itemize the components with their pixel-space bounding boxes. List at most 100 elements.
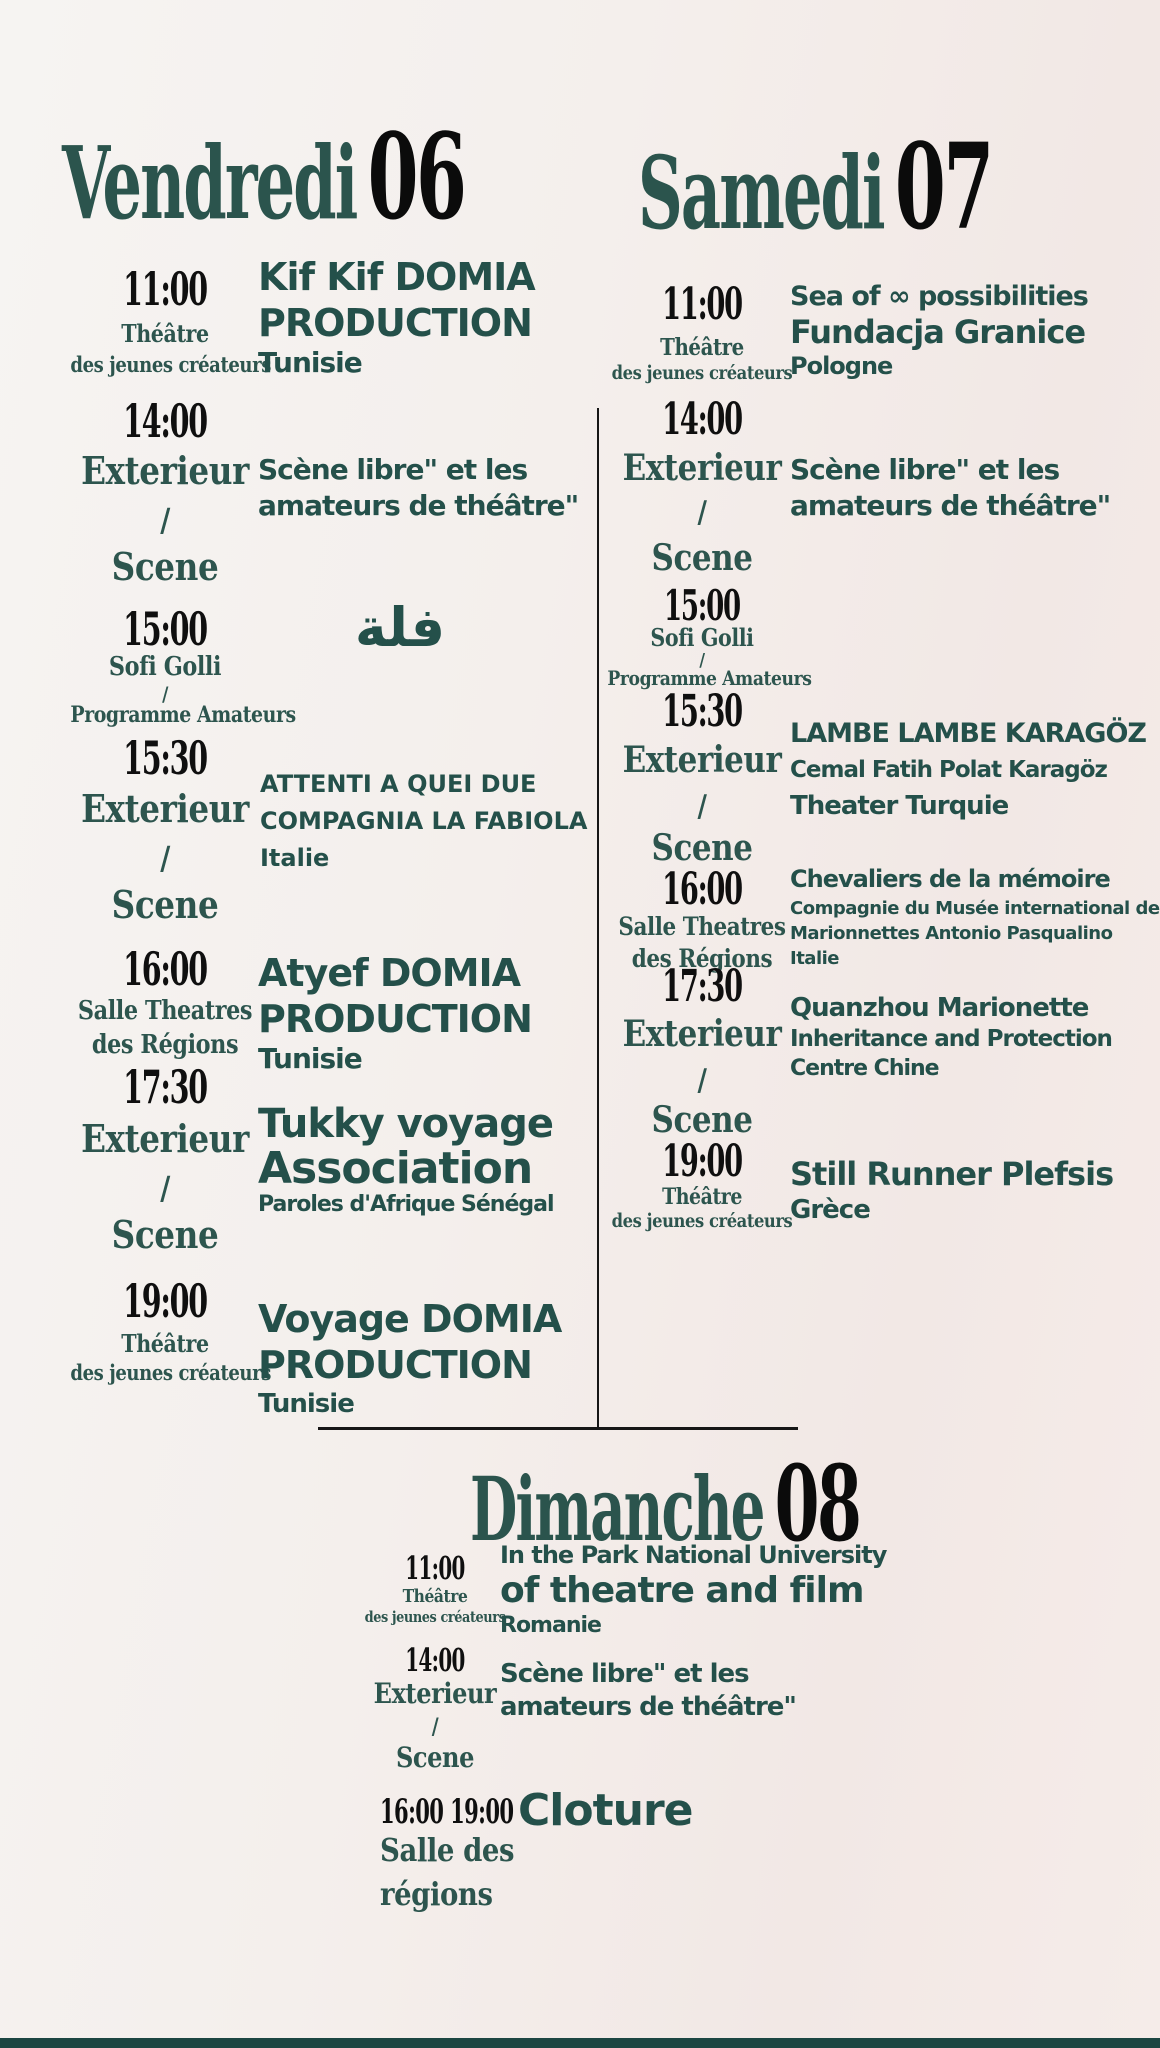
venue-line: Scene (111, 544, 219, 589)
venue-line: des jeunes créateurs (611, 362, 793, 384)
show-block: Scène libre" et les amateurs de théâtre" (790, 452, 1111, 524)
sunday-day-title-row: Dimanche 08 (470, 1442, 862, 1565)
venue-line: Exterieur (622, 739, 782, 781)
show-block: Tukky voyage Association Paroles d'Afriq… (258, 1101, 555, 1218)
show-country: Romanie (500, 1613, 602, 1638)
show-title-line: Cemal Fatih Polat Karagöz (790, 757, 1108, 783)
show-block: In the Park National University of theat… (500, 1540, 887, 1640)
day-number: 07 (894, 117, 994, 256)
show-title-line: Chevaliers de la mémoire (790, 865, 1111, 893)
venue-line: Exterieur (81, 1116, 249, 1161)
venue-slash: / (431, 1714, 439, 1740)
time-label: 17:30 (662, 961, 743, 1012)
show-title-line: amateurs de théâtre" (500, 1692, 797, 1722)
day-number: 08 (774, 1442, 862, 1565)
venue-line: Salle Theatres (77, 996, 253, 1026)
show-title-line: amateurs de théâtre" (258, 489, 579, 522)
show-block: Scène libre" et les amateurs de théâtre" (258, 452, 579, 524)
show-title-line: Atyef DOMIA (258, 951, 521, 995)
day-name: Dimanche (470, 1457, 765, 1561)
time-label: 15:30 (662, 686, 743, 737)
day-number: 06 (367, 107, 467, 246)
show-country: Pologne (790, 352, 893, 380)
venue-slash: / (697, 1063, 707, 1098)
show-title-line: Theater Turquie (790, 791, 1009, 821)
show-country: Tunisie (258, 1389, 355, 1419)
show-block: ATTENTI A QUEI DUE COMPAGNIA LA FABIOLA … (260, 766, 587, 877)
show-block: Sea of ∞ possibilities Fundacja Granice … (790, 280, 1089, 381)
show-title-line: Voyage DOMIA (258, 1297, 562, 1341)
show-title-line: فلة (354, 596, 446, 659)
venue-line: Théâtre (662, 1184, 742, 1210)
venue-line: Théâtre (121, 1329, 209, 1358)
friday-day-title: Vendredi 06 (62, 118, 711, 236)
time-label: 11:00 (123, 262, 208, 316)
show-title-line: Scène libre" et les (500, 1659, 750, 1689)
show-title-line: Kif Kif DOMIA (258, 255, 536, 299)
venue-line: Théâtre (660, 334, 744, 361)
show-title-line: Scène libre" et les (258, 453, 528, 486)
section-divider-horizontal (318, 1427, 798, 1430)
show-company-line: Marionnettes Antonio Pasqualino (790, 923, 1113, 944)
time-label: 14:00 (662, 394, 743, 445)
time-label: 16:00 (662, 864, 743, 915)
venue-line: des jeunes créateurs (364, 1608, 506, 1626)
show-title-line: ATTENTI A QUEI DUE (260, 770, 537, 798)
venue-line: Exterieur (81, 448, 249, 493)
show-title-line: of theatre and film (500, 1570, 864, 1611)
show-block: LAMBE LAMBE KARAGÖZ Cemal Fatih Polat Ka… (790, 716, 1147, 824)
column-divider-vertical (597, 408, 599, 1430)
time-label: 16:00 19:00 (380, 1792, 514, 1832)
show-title-line: Still Runner Plefsis (790, 1155, 1114, 1193)
venue-slash: / (697, 789, 707, 824)
venue-line: Scene (651, 537, 753, 579)
show-title-line: Fundacja Granice (790, 313, 1086, 351)
time-label: 15:30 (123, 731, 208, 785)
venue-line: Scene (651, 1099, 753, 1141)
show-title-line: Association (258, 1143, 533, 1194)
show-block: Voyage DOMIA PRODUCTION Tunisie (258, 1296, 562, 1420)
time-label: 11:00 (662, 279, 743, 330)
venue-line: Sofi Golli (650, 623, 754, 652)
show-title-line: Quanzhou Marionette (790, 993, 1089, 1023)
show-title-line: Tukky voyage (258, 1101, 554, 1147)
friday-day-title-row: Vendredi 06 (62, 107, 467, 246)
time-label: 17:30 (123, 1060, 208, 1114)
show-country: Italie (790, 948, 839, 969)
venue-line: des jeunes créateurs (70, 352, 271, 377)
venue-line: Exterieur (373, 1677, 497, 1710)
show-title-line: Scène libre" et les (790, 453, 1060, 486)
time-label: 14:00 (123, 394, 208, 448)
show-block: Kif Kif DOMIA PRODUCTION Tunisie (258, 254, 536, 380)
venue-line: Scene (111, 882, 219, 927)
time-label: 16:00 (123, 942, 208, 996)
venue-line: Programme Amateurs (607, 666, 812, 690)
time-label: 11:00 (405, 1549, 465, 1587)
show-title-line: amateurs de théâtre" (790, 489, 1111, 522)
venue-line: Exterieur (622, 1013, 782, 1055)
show-title-line: In the Park National University (500, 1541, 887, 1569)
venue-slash: / (160, 501, 170, 539)
show-block: Still Runner Plefsis Grèce (790, 1154, 1114, 1226)
venue-line: des jeunes créateurs (70, 1360, 271, 1385)
venue-line: Programme Amateurs (70, 702, 296, 728)
sunday-day-title: Dimanche 08 (470, 1452, 1098, 1556)
venue-line: Scene (395, 1741, 475, 1774)
show-title-line: Cloture (518, 1785, 693, 1836)
time-label: 14:00 (405, 1641, 465, 1679)
show-title-line: PRODUCTION (258, 1343, 533, 1387)
venue-line: Scene (651, 827, 753, 869)
show-country: Tunisie (258, 346, 363, 379)
day-name: Samedi (638, 134, 886, 252)
show-title-line: COMPAGNIA LA FABIOLA (260, 807, 588, 835)
venue-slash: / (697, 495, 707, 530)
show-country: Tunisie (258, 1042, 363, 1075)
show-country: Grèce (790, 1195, 871, 1225)
show-title-line: PRODUCTION (258, 301, 533, 345)
show-block: Cloture (518, 1786, 693, 1836)
saturday-day-title-row: Samedi 07 (638, 117, 994, 256)
venue-line: Théâtre (121, 319, 209, 348)
show-title-line: LAMBE LAMBE KARAGÖZ (790, 718, 1147, 749)
show-title-line: Inheritance and Protection (790, 1026, 1113, 1052)
